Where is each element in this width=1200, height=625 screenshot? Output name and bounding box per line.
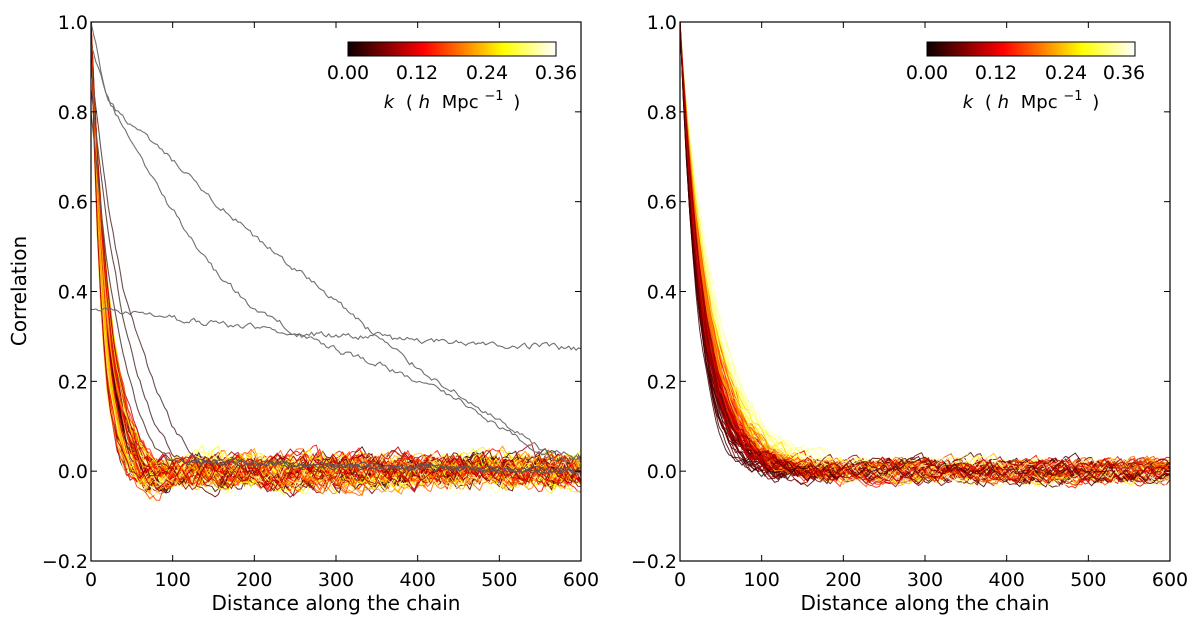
- left-curves: [91, 22, 581, 508]
- right-colorbar-label: k ( h Mpc −1 ): [963, 84, 1100, 113]
- left-series-medium-decay-2: [91, 89, 581, 475]
- left-y-tick-label: 0.8: [58, 102, 88, 124]
- right-bulk-curve: [680, 22, 1170, 483]
- left-colorbar-tick-0: 0.00: [327, 62, 369, 84]
- left-cb-exp: −1: [484, 89, 503, 104]
- left-ticks: 0 100 200 300 400 500 600 −0.2 0.0 0.2 0.4 0.6 0.8 1.…: [42, 12, 599, 591]
- right-y-tick-label: 1.0: [647, 12, 677, 34]
- right-cb-k: k: [963, 92, 975, 113]
- right-curves: [680, 22, 1170, 489]
- right-colorbar-tick-1: 0.12: [975, 62, 1017, 84]
- left-x-tick-label: 100: [155, 569, 191, 591]
- left-colorbar-tick-2: 0.24: [466, 62, 508, 84]
- right-colorbar-tick-0: 0.00: [906, 62, 948, 84]
- left-x-tick-label: 400: [400, 569, 436, 591]
- right-y-tick-label: 0.6: [647, 192, 677, 214]
- left-series-flat-plateau: [91, 307, 581, 352]
- right-x-tick-label: 500: [1070, 569, 1106, 591]
- right-x-tick-label: 300: [907, 569, 943, 591]
- right-x-tick-label: 200: [825, 569, 861, 591]
- right-y-tick-label: 0.8: [647, 102, 677, 124]
- right-cb-h: h: [998, 92, 1009, 113]
- left-bulk-curve: [91, 22, 581, 493]
- right-x-tick-label: 400: [989, 569, 1025, 591]
- left-cb-h: h: [419, 92, 430, 113]
- left-colorbar: 0.00 0.12 0.24 0.36 k ( h Mpc −1 ): [327, 41, 577, 113]
- right-x-tick-label: 0: [674, 569, 686, 591]
- right-colorbar-gradient: [926, 41, 1136, 57]
- left-x-axis-label: Distance along the chain: [212, 591, 461, 615]
- left-x-tick-label: 500: [481, 569, 517, 591]
- left-y-tick-label: 1.0: [58, 12, 88, 34]
- right-bulk-curve: [680, 22, 1170, 483]
- left-series-medium-decay-3: [91, 111, 581, 475]
- left-x-tick-label: 0: [85, 569, 97, 591]
- right-cb-open: (: [985, 92, 992, 113]
- right-y-tick-label: 0.2: [647, 371, 677, 393]
- right-ticks: 0 100 200 300 400 500 600 −0.2 0.0 0.2 0.4 0.6 0.8 1.…: [631, 12, 1188, 591]
- left-bulk-curve: [91, 22, 581, 491]
- left-cb-close: ): [513, 92, 520, 113]
- right-cb-close: ): [1092, 92, 1099, 113]
- right-y-tick-label: −0.2: [631, 551, 677, 573]
- right-colorbar-tick-3: 0.36: [1103, 62, 1145, 84]
- right-bulk-curve: [680, 22, 1170, 483]
- left-colorbar-tick-3: 0.36: [535, 62, 577, 84]
- left-cb-unit: Mpc: [442, 92, 479, 113]
- left-bulk-curve: [91, 22, 581, 486]
- left-y-tick-label: 0.4: [58, 282, 88, 304]
- left-series-slow-decay-2: [91, 44, 581, 463]
- left-y-axis-label: Correlation: [7, 236, 31, 346]
- left-colorbar-label: k ( h Mpc −1 ): [384, 84, 521, 113]
- right-bulk-curve: [680, 22, 1170, 483]
- left-x-tick-label: 200: [236, 569, 272, 591]
- left-colorbar-gradient: [347, 41, 557, 57]
- right-bulk-curve: [680, 22, 1170, 483]
- left-colorbar-tick-1: 0.12: [396, 62, 438, 84]
- left-series-slow-decay-1: [91, 22, 581, 460]
- left-bulk-curve: [91, 22, 581, 491]
- left-panel: 0 100 200 300 400 500 600 −0.2 0.0 0.2 0.4 0.6 0.8 1.…: [7, 12, 599, 615]
- right-bulk-curve: [680, 22, 1170, 483]
- right-cb-exp: −1: [1063, 89, 1082, 104]
- left-x-tick-label: 300: [318, 569, 354, 591]
- left-x-tick-label: 600: [563, 569, 599, 591]
- left-cb-k: k: [384, 92, 396, 113]
- right-cb-unit: Mpc: [1021, 92, 1058, 113]
- left-bulk-curve: [91, 22, 581, 501]
- right-bulk-curve: [680, 22, 1170, 485]
- right-bulk-curve: [680, 22, 1170, 483]
- right-y-tick-label: 0.4: [647, 282, 677, 304]
- left-y-tick-label: 0.6: [58, 192, 88, 214]
- right-y-tick-label: 0.0: [647, 461, 677, 483]
- left-y-tick-label: 0.2: [58, 371, 88, 393]
- right-panel: 0 100 200 300 400 500 600 −0.2 0.0 0.2 0.4 0.6 0.8 1.…: [631, 12, 1188, 615]
- right-bulk-curve: [680, 22, 1170, 483]
- left-series-medium-decay-1: [91, 66, 581, 475]
- right-colorbar-tick-2: 0.24: [1045, 62, 1087, 84]
- right-bulk-curve: [680, 22, 1170, 483]
- right-colorbar: 0.00 0.12 0.24 0.36 k ( h Mpc −1 ): [906, 41, 1145, 113]
- right-x-tick-label: 100: [744, 569, 780, 591]
- right-x-axis-label: Distance along the chain: [801, 591, 1050, 615]
- left-y-tick-label: −0.2: [42, 551, 88, 573]
- left-y-tick-label: 0.0: [58, 461, 88, 483]
- right-bulk-curve: [680, 22, 1170, 482]
- left-cb-open: (: [406, 92, 413, 113]
- right-x-tick-label: 600: [1152, 569, 1188, 591]
